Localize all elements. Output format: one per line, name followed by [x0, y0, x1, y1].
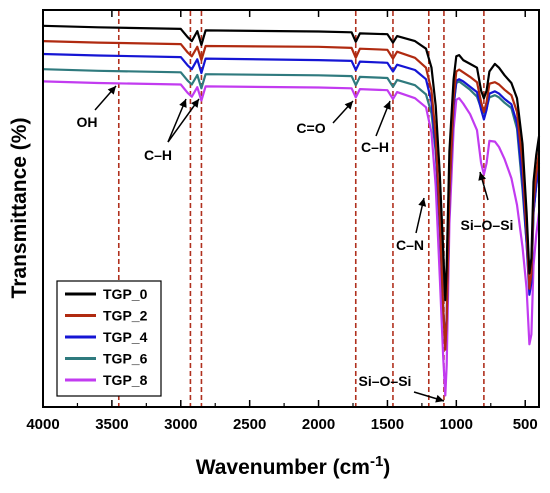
- x-tick-label-2500: 2500: [233, 416, 266, 433]
- annotation-arrow-sios-1-head: [478, 172, 487, 181]
- legend-label-tgp_0: TGP_0: [103, 286, 148, 302]
- annotation-label-0: OH: [77, 114, 98, 130]
- legend-label-tgp_6: TGP_6: [103, 351, 148, 367]
- annotation-arrow-sios-2-head: [435, 394, 444, 403]
- legend-label-tgp_8: TGP_8: [103, 372, 148, 388]
- legend-label-tgp_2: TGP_2: [103, 308, 148, 324]
- series-line-tgp_2: [42, 40, 541, 351]
- annotations: OH C–H C=O C–H C–N Si–O–Si Si–O–Si: [77, 85, 514, 403]
- x-axis-label-main: Wavenumber (cm: [196, 456, 370, 479]
- series-line-tgp_0: [42, 24, 541, 302]
- y-axis-label: Transmittance (%): [8, 118, 31, 299]
- annotation-label-5: Si–O–Si: [461, 217, 514, 233]
- x-axis-label: Wavenumber (cm-1): [196, 453, 391, 479]
- x-axis-label-close: ): [383, 456, 390, 479]
- annotation-arrow-ch-2-head: [191, 99, 199, 108]
- x-tick-label-4000: 4000: [26, 416, 59, 433]
- x-tick-label-500: 500: [513, 416, 538, 433]
- x-tick-label-1500: 1500: [371, 416, 404, 433]
- reference-lines: [117, 11, 485, 406]
- x-axis-ticks: 4000 3500 3000 2500 2000 1500 1000 500: [26, 10, 538, 433]
- annotation-arrow-cn-head: [418, 198, 427, 207]
- x-tick-label-1000: 1000: [440, 416, 473, 433]
- x-tick-label-2000: 2000: [302, 416, 335, 433]
- annotation-label-3: C–H: [361, 139, 389, 155]
- legend-label-tgp_4: TGP_4: [103, 329, 148, 345]
- x-axis-label-sup: -1: [370, 453, 383, 470]
- annotation-arrow-ch-3-head: [383, 101, 391, 110]
- annotation-label-1: C–H: [144, 147, 172, 163]
- series-group: [42, 24, 541, 397]
- legend: TGP_0 TGP_2 TGP_4 TGP_6 TGP_8: [56, 280, 162, 397]
- annotation-arrow-oh-head: [107, 86, 116, 95]
- annotation-arrow-ch-1-head: [179, 99, 187, 108]
- annotation-arrow-co-head: [344, 101, 353, 110]
- plot-frame: [42, 9, 540, 408]
- annotation-label-4: C–N: [396, 237, 424, 253]
- x-tick-label-3000: 3000: [164, 416, 197, 433]
- annotation-label-2: C=O: [296, 120, 325, 136]
- legend-items: TGP_0 TGP_2 TGP_4 TGP_6 TGP_8: [65, 286, 148, 388]
- annotation-label-6: Si–O–Si: [359, 373, 412, 389]
- annotation-arrow-ch-2: [167, 98, 200, 143]
- x-tick-label-3500: 3500: [95, 416, 128, 433]
